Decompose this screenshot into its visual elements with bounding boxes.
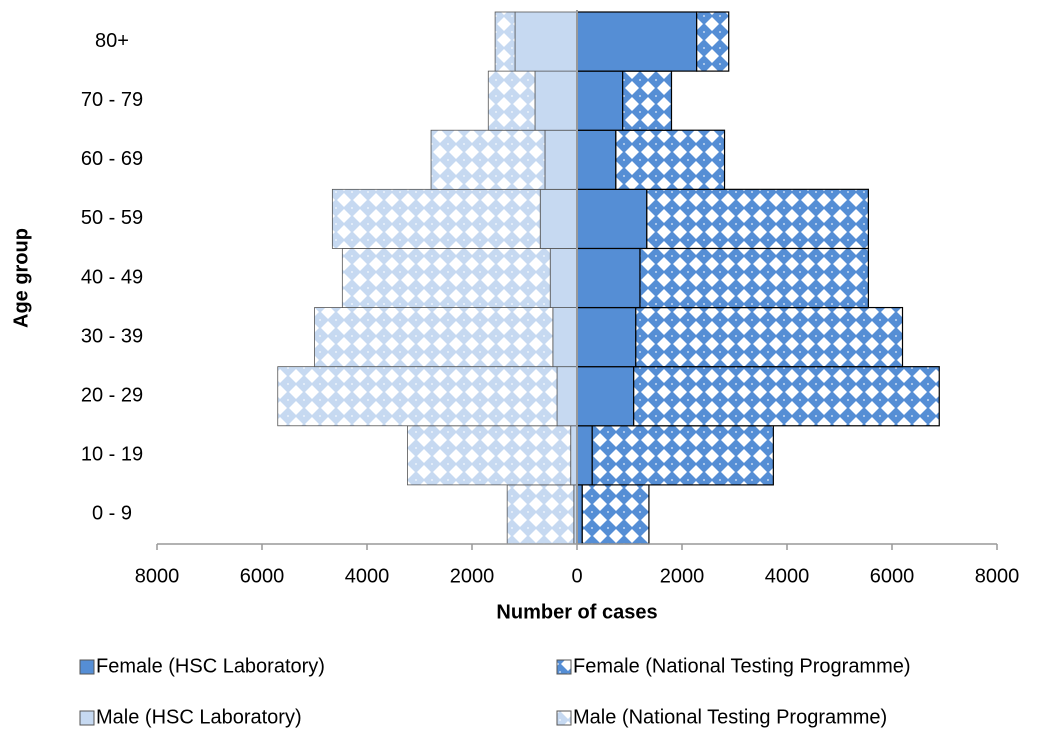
y-tick-label: 60 - 69 (81, 148, 143, 170)
bar (576, 11, 698, 72)
bar (696, 11, 730, 72)
bar (506, 484, 575, 545)
legend-swatch (556, 659, 572, 675)
bar (552, 307, 578, 368)
bar (494, 11, 516, 72)
bar (539, 188, 578, 249)
x-tick-label: 0 (571, 565, 582, 587)
y-tick-label: 30 - 39 (81, 325, 143, 347)
x-tick-label: 4000 (345, 565, 390, 587)
x-tick-label: 4000 (765, 565, 810, 587)
x-tick-label: 6000 (240, 565, 285, 587)
bar (639, 247, 869, 309)
legend-label: Male (HSC Laboratory) (96, 706, 302, 728)
bar (576, 306, 637, 368)
bar (430, 129, 546, 190)
bar (277, 366, 558, 427)
x-tick-label: 2000 (450, 565, 495, 587)
bar (549, 248, 578, 308)
bar (407, 425, 572, 486)
bar (576, 129, 617, 190)
bar (635, 306, 904, 368)
x-tick-label: 6000 (870, 565, 915, 587)
bar (576, 247, 641, 309)
y-tick-label: 70 - 79 (81, 89, 143, 111)
y-tick-label: 20 - 29 (81, 385, 143, 407)
bar (576, 425, 593, 486)
bar (341, 248, 551, 308)
bar (534, 70, 578, 131)
x-tick-label: 8000 (135, 565, 180, 587)
bar (591, 425, 774, 486)
bar (487, 70, 536, 131)
bar (576, 70, 624, 131)
y-tick-label: 0 - 9 (92, 503, 132, 525)
y-axis-title: Age group (10, 228, 32, 328)
bar (556, 366, 578, 427)
legend-swatch (556, 710, 572, 726)
bar (331, 188, 541, 249)
bar (615, 129, 726, 190)
legend-label: Female (National Testing Programme) (573, 655, 911, 677)
legend-swatch (79, 710, 95, 726)
y-tick-label: 50 - 59 (81, 207, 143, 229)
bar (576, 188, 648, 250)
bar (514, 11, 578, 72)
y-tick-label: 40 - 49 (81, 266, 143, 288)
y-tick-label: 80+ (95, 30, 129, 52)
y-tick-label: 10 - 19 (81, 444, 143, 466)
bar (646, 188, 869, 250)
bar (622, 70, 673, 131)
legend-label: Male (National Testing Programme) (573, 706, 887, 728)
legend-swatch (79, 659, 95, 675)
x-tick-label: 2000 (660, 565, 705, 587)
bar (581, 484, 650, 545)
legend-label: Female (HSC Laboratory) (96, 655, 325, 677)
x-tick-label: 8000 (975, 565, 1020, 587)
bar (314, 307, 554, 368)
x-axis-title: Number of cases (496, 601, 657, 623)
bar (576, 366, 635, 427)
bar (544, 129, 578, 190)
bar (633, 366, 940, 427)
